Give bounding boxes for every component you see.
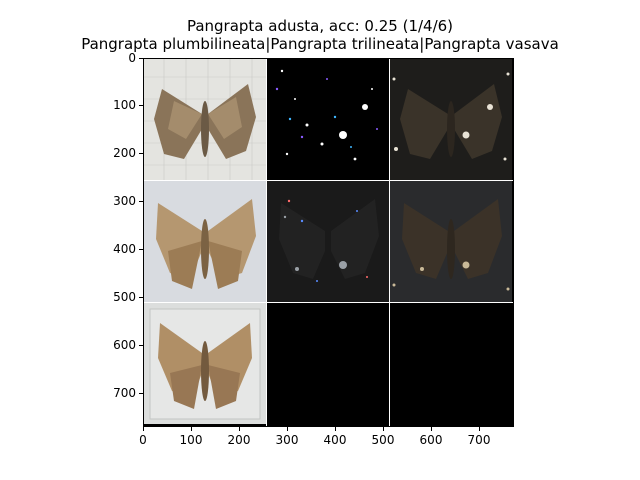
saliency-map-row2 xyxy=(267,181,389,302)
x-tick-mark xyxy=(335,427,336,431)
y-tick-mark xyxy=(139,297,143,298)
grid-separator-h2 xyxy=(144,302,513,303)
y-tick-mark xyxy=(139,105,143,106)
y-tick-label-400: 400 xyxy=(113,242,136,256)
y-tick-mark xyxy=(139,393,143,394)
y-tick-label-600: 600 xyxy=(113,338,136,352)
x-tick-label-500: 500 xyxy=(371,433,395,447)
grid-separator-h1 xyxy=(144,180,513,181)
overlay-row2 xyxy=(390,181,512,302)
moth-photo-row1 xyxy=(144,59,266,180)
empty-cell-row3-col2 xyxy=(267,303,389,424)
y-tick-mark xyxy=(139,249,143,250)
x-tick-mark xyxy=(287,427,288,431)
grid-separator-v2 xyxy=(389,59,390,426)
x-tick-mark xyxy=(383,427,384,431)
y-tick-label-0: 0 xyxy=(128,51,136,65)
y-tick-label-700: 700 xyxy=(113,386,136,400)
y-tick-mark xyxy=(139,58,143,59)
y-tick-label-200: 200 xyxy=(113,146,136,160)
x-tick-mark xyxy=(431,427,432,431)
y-tick-mark xyxy=(139,153,143,154)
x-tick-label-600: 600 xyxy=(419,433,443,447)
x-tick-mark xyxy=(143,427,144,431)
x-tick-mark xyxy=(239,427,240,431)
y-tick-label-100: 100 xyxy=(113,98,136,112)
x-tick-label-400: 400 xyxy=(323,433,347,447)
figure-title-line2: Pangrapta plumbilineata|Pangrapta trilin… xyxy=(81,35,559,53)
moth-photo-row3 xyxy=(144,303,266,424)
y-tick-mark xyxy=(139,345,143,346)
moth-photo-row2 xyxy=(144,181,266,302)
y-tick-mark xyxy=(139,201,143,202)
x-tick-label-700: 700 xyxy=(467,433,491,447)
saliency-map-row1 xyxy=(267,59,389,180)
x-tick-label-300: 300 xyxy=(275,433,299,447)
y-tick-label-300: 300 xyxy=(113,194,136,208)
overlay-row1 xyxy=(390,59,512,180)
x-tick-label-100: 100 xyxy=(179,433,203,447)
y-tick-label-500: 500 xyxy=(113,290,136,304)
x-tick-label-0: 0 xyxy=(139,433,147,447)
x-tick-label-200: 200 xyxy=(227,433,251,447)
image-grid-axes xyxy=(143,58,514,427)
empty-cell-row3-col3 xyxy=(390,303,512,424)
x-tick-mark xyxy=(479,427,480,431)
grid-separator-v1 xyxy=(266,59,267,426)
x-tick-mark xyxy=(191,427,192,431)
figure-title-line1: Pangrapta adusta, acc: 0.25 (1/4/6) xyxy=(186,17,454,35)
